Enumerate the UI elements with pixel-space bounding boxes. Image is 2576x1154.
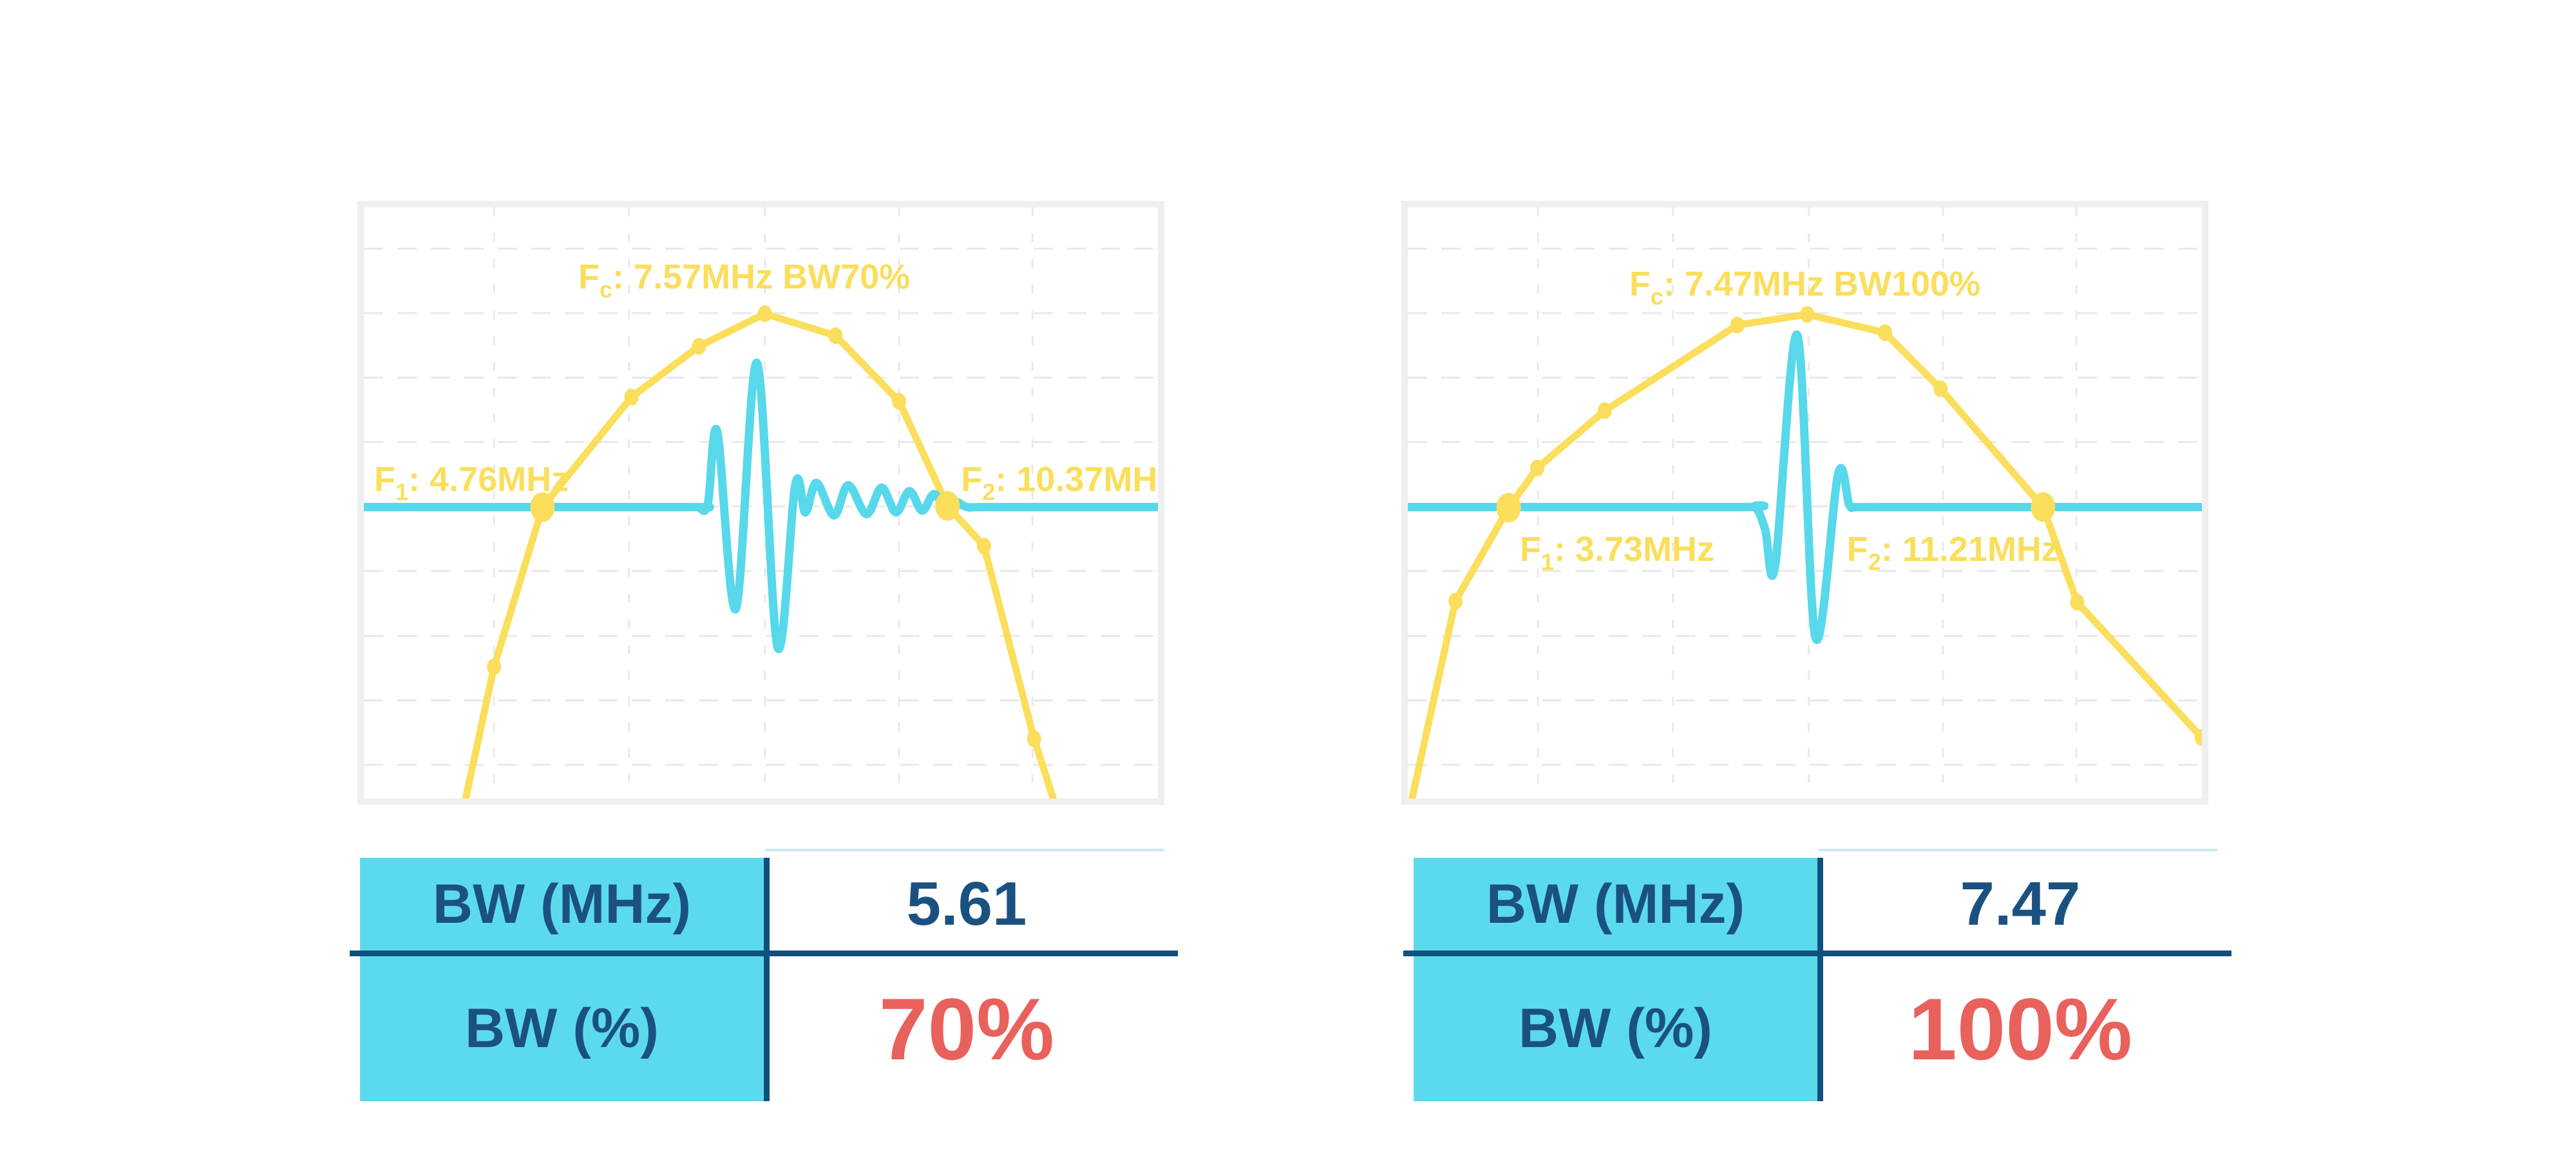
chart-title: Fc: 7.47MHz BW100%	[1629, 265, 1980, 310]
right-spectrum-chart: Fc: 7.47MHz BW100% F1: 3.73MHz F2: 11.21MH…	[1408, 207, 2202, 799]
data-point-marker	[1878, 324, 1892, 341]
table-row-divider	[1403, 951, 2231, 956]
data-point-marker	[2195, 729, 2202, 746]
table-top-border	[765, 849, 1164, 851]
table-row-divider	[350, 951, 1178, 956]
f2-annotation: F2: 11.21MHz	[1847, 530, 2059, 575]
chart-title: Fc: 7.57MHz BW70%	[578, 258, 910, 303]
spectrum-line	[462, 310, 1057, 799]
data-point-marker	[828, 327, 843, 345]
table-column-divider	[764, 858, 770, 1101]
spectrum-line	[1408, 310, 2202, 799]
data-point-marker	[1448, 592, 1463, 610]
table-column-divider	[1817, 858, 1823, 1101]
bandwidth-crossing-marker	[2031, 492, 2056, 522]
data-point-marker	[977, 538, 991, 554]
data-point-marker	[624, 388, 639, 406]
data-point-marker	[892, 393, 906, 410]
table-top-border	[1819, 849, 2217, 851]
f2-annotation: F2: 10.37MHz	[961, 460, 1158, 506]
left-spectrum-panel: Fc: 7.57MHz BW70% F1: 4.76MHz F2: 10.37MHz	[357, 201, 1164, 805]
bw-mhz-label: BW (MHz)	[1486, 873, 1745, 935]
bw-pct-value: 100%	[1908, 979, 2132, 1078]
bandwidth-crossing-marker	[530, 492, 555, 522]
pulse-line	[1408, 330, 2202, 645]
bw-pct-value: 70%	[878, 979, 1055, 1078]
data-point-marker	[1730, 316, 1745, 334]
data-point-marker	[2070, 594, 2085, 611]
left-spectrum-chart: Fc: 7.57MHz BW70% F1: 4.76MHz F2: 10.37MHz	[364, 207, 1158, 799]
bw-mhz-value: 5.61	[906, 869, 1027, 938]
data-point-marker	[757, 305, 772, 323]
data-point-marker	[692, 337, 706, 355]
bw-mhz-label: BW (MHz)	[432, 873, 692, 935]
data-point-marker	[1027, 730, 1041, 748]
data-point-marker	[487, 658, 502, 676]
bandwidth-crossing-marker	[1496, 493, 1521, 523]
pulse-line	[364, 358, 1158, 654]
right-spectrum-panel: Fc: 7.47MHz BW100% F1: 3.73MHz F2: 11.21MH…	[1401, 201, 2208, 805]
f1-annotation: F1: 4.76MHz	[374, 460, 569, 506]
f1-annotation: F1: 3.73MHz	[1520, 530, 1714, 575]
bw-mhz-value: 7.47	[1960, 869, 2081, 938]
data-point-marker	[1933, 380, 1948, 397]
bw-pct-label: BW (%)	[1519, 998, 1712, 1059]
table-header-column	[1414, 858, 1817, 1101]
table-header-column	[360, 858, 764, 1101]
data-point-marker	[1530, 459, 1544, 477]
bandwidth-crossing-marker	[935, 491, 960, 521]
data-point-marker	[1800, 306, 1815, 323]
data-point-marker	[1597, 402, 1612, 419]
bw-pct-label: BW (%)	[465, 998, 659, 1059]
